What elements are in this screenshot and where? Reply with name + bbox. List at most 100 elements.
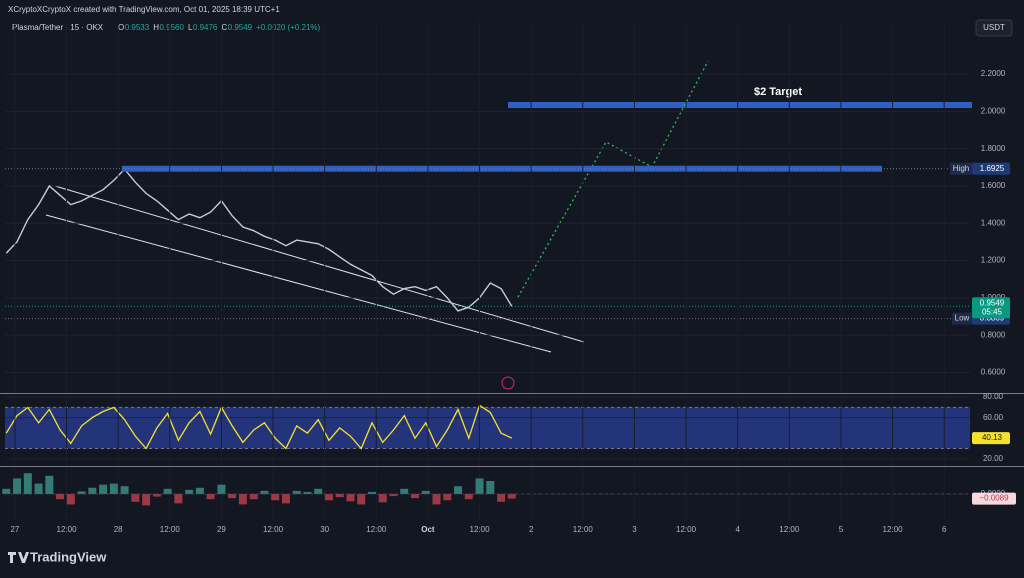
histogram-bar xyxy=(185,489,194,494)
price-box xyxy=(972,297,1010,319)
histogram-bar xyxy=(421,490,430,494)
histogram-bar xyxy=(507,494,516,499)
histogram-bar xyxy=(249,494,258,500)
ohlc-item: 0.9560 xyxy=(159,23,184,32)
histogram-bar xyxy=(34,483,43,494)
x-tick-label: 12:00 xyxy=(366,525,387,534)
x-tick-label: Oct xyxy=(421,525,435,534)
y-tick-label: 1.2000 xyxy=(981,256,1006,265)
ohlc-item: 0.9533 xyxy=(125,23,150,32)
y-tick-label: 1.4000 xyxy=(981,218,1006,227)
histogram-bar xyxy=(142,494,151,506)
y-tick-label: 0.6000 xyxy=(981,368,1006,377)
x-tick-label: 12:00 xyxy=(470,525,491,534)
histogram-bar xyxy=(400,488,409,494)
ohlc-item: 0.9549 xyxy=(228,23,253,32)
ohlc-item: O xyxy=(118,23,124,32)
currency: USDT xyxy=(983,23,1005,32)
histogram-bar xyxy=(454,486,463,494)
ohlc-item: H xyxy=(153,23,159,32)
x-tick-label: 4 xyxy=(735,525,740,534)
histogram-bar xyxy=(260,490,269,494)
x-tick-label: 30 xyxy=(320,525,329,534)
y-tick-label: 2.2000 xyxy=(981,69,1006,78)
histogram-bar xyxy=(497,494,506,502)
x-tick-label: 12:00 xyxy=(160,525,181,534)
x-tick-label: 6 xyxy=(942,525,947,534)
histogram-bar xyxy=(217,484,226,494)
high-value-box xyxy=(972,162,1010,175)
ohlc-item: +0.0020 (+0.21%) xyxy=(256,23,320,32)
histogram-bar xyxy=(475,478,484,494)
histogram-bar xyxy=(174,494,183,504)
caption: XCryptoXCryptoX created with TradingView… xyxy=(8,5,280,14)
x-tick-label: 12:00 xyxy=(779,525,800,534)
histogram-bar xyxy=(443,494,452,501)
y-tick-label: 2.0000 xyxy=(981,106,1006,115)
histogram-bar xyxy=(238,494,247,505)
event-icon xyxy=(501,376,515,390)
histogram-bar xyxy=(335,494,344,498)
histogram-bar xyxy=(281,494,290,504)
y-tick-label: 1.8000 xyxy=(981,144,1006,153)
histogram-bar xyxy=(357,494,366,505)
x-tick-label: 28 xyxy=(114,525,123,534)
x-tick-label: 12:00 xyxy=(263,525,284,534)
histogram-bar xyxy=(303,491,312,494)
target-zone xyxy=(508,102,972,108)
histogram-bar xyxy=(346,494,355,502)
x-tick-label: 12:00 xyxy=(676,525,697,534)
projection xyxy=(517,60,709,298)
ohlc-item: C xyxy=(221,23,227,32)
high-name-box xyxy=(950,162,972,175)
y-tick-label: 0.8000 xyxy=(981,330,1006,339)
low-name: Low xyxy=(955,314,970,323)
histogram-bar xyxy=(367,491,376,494)
macd-value: −0.0089 xyxy=(979,494,1009,503)
high-name: High xyxy=(953,164,969,173)
histogram-bar xyxy=(99,484,108,494)
histogram-bar xyxy=(271,494,280,501)
histogram-bar xyxy=(228,494,237,499)
x-tick-label: 12:00 xyxy=(883,525,904,534)
histogram-bar xyxy=(314,488,323,494)
x-tick-label: 2 xyxy=(529,525,534,534)
histogram-bar xyxy=(206,494,215,500)
rsi-value-box xyxy=(972,432,1010,445)
x-tick-label: 27 xyxy=(10,525,19,534)
histogram-bar xyxy=(152,494,161,497)
symbol: Plasma/Tether · 15 · OKX xyxy=(12,23,104,32)
histogram-bar xyxy=(163,488,172,494)
histogram-bar xyxy=(324,494,333,501)
target-label: $2 Target xyxy=(754,86,802,98)
rsi-value: 40.13 xyxy=(982,433,1003,442)
high-zone xyxy=(122,165,882,172)
low-name-box xyxy=(952,312,972,325)
y-tick-label: 1.6000 xyxy=(981,181,1006,190)
histogram-bar xyxy=(389,494,398,497)
x-tick-label: 5 xyxy=(839,525,844,534)
x-tick-label: 3 xyxy=(632,525,637,534)
y-tick-label: 60.00 xyxy=(983,413,1004,422)
histogram-bar xyxy=(66,494,75,505)
histogram-bar xyxy=(411,494,420,499)
channel-lower xyxy=(45,214,552,353)
high-value: 1.6925 xyxy=(980,164,1005,173)
y-tick-label: 20.00 xyxy=(983,454,1004,463)
histogram-bar xyxy=(56,494,65,500)
histogram-bar xyxy=(131,494,140,502)
x-tick-label: 29 xyxy=(217,525,226,534)
histogram-bar xyxy=(23,473,32,494)
histogram-bar xyxy=(109,483,118,494)
histogram-bar xyxy=(120,486,129,494)
ohlc: O 0.9533 H 0.9560 L 0.9476 C 0.9549 +0.0020 (+0.… xyxy=(118,23,321,32)
channel-upper xyxy=(54,185,585,343)
histogram-bar xyxy=(13,478,22,494)
histogram-bar xyxy=(292,490,301,494)
countdown: 05:45 xyxy=(982,307,1003,316)
histogram-bar xyxy=(195,487,204,494)
histogram-bar xyxy=(464,494,473,500)
